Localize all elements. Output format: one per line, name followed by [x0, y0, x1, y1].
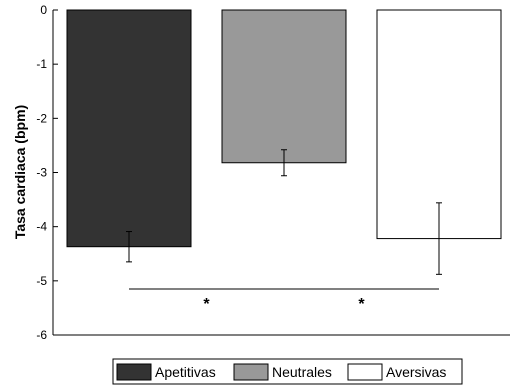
y-tick-label: -2: [36, 111, 47, 125]
bar-aversivas: [376, 9, 502, 240]
bars: [66, 9, 502, 248]
y-axis: 0 -1 -2 -3 -4 -5 -6: [36, 3, 58, 342]
legend-swatch-aversivas: [347, 363, 383, 381]
y-axis-label: Tasa cardiaca (bpm): [12, 105, 28, 239]
y-tick-label: -5: [36, 274, 47, 288]
significance-star: *: [358, 296, 365, 313]
y-tick-label: -3: [36, 166, 47, 180]
y-tick-label: 0: [40, 3, 47, 17]
significance-annotations: * *: [129, 288, 439, 313]
error-bars: [126, 149, 442, 275]
legend-swatch-apetitivas: [116, 363, 152, 381]
legend-box: [112, 358, 463, 385]
y-tick-label: -1: [36, 57, 47, 71]
bar-neutrales: [221, 9, 347, 164]
legend-swatch-neutrales: [233, 363, 269, 381]
legend: Apetitivas Neutrales Aversivas: [112, 358, 463, 385]
legend-label-neutrales: Neutrales: [272, 364, 332, 380]
y-tick-label: -6: [36, 328, 47, 342]
legend-label-apetitivas: Apetitivas: [155, 364, 216, 380]
significance-star: *: [203, 296, 210, 313]
legend-label-aversivas: Aversivas: [386, 364, 446, 380]
y-tick-label: -4: [36, 220, 47, 234]
bar-apetitivas: [66, 9, 192, 248]
